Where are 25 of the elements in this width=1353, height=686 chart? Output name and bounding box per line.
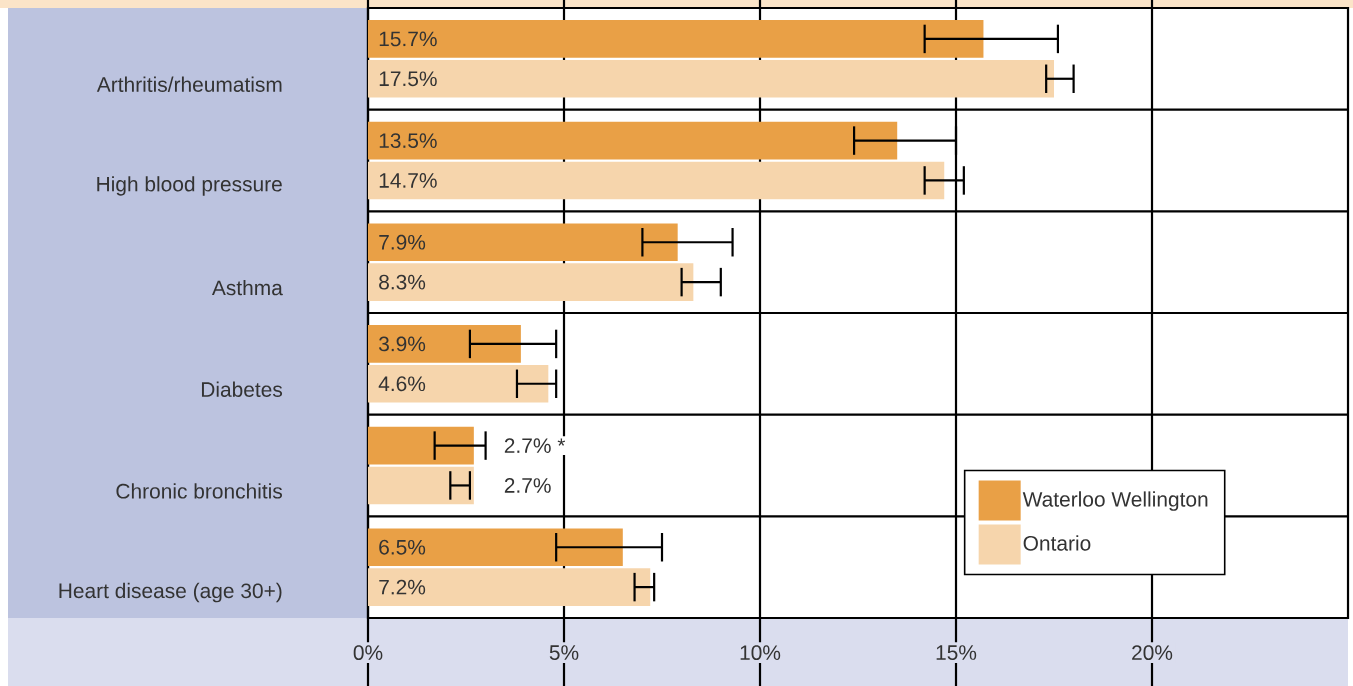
- data-label: 13.5%: [379, 133, 437, 148]
- legend-label: Waterloo Wellington: [1022, 491, 1208, 511]
- data-label: 15.7%: [379, 31, 437, 47]
- y-tick-label: Asthma: [211, 279, 283, 296]
- y-tick-label: High blood pressure: [97, 176, 282, 196]
- x-tick-label: 5%: [549, 645, 579, 660]
- data-label: 6.5%: [379, 539, 426, 555]
- data-label: 14.7%: [379, 173, 437, 188]
- x-tick-label: 10%: [740, 645, 781, 661]
- legend-label: Ontario: [1023, 535, 1091, 551]
- data-label: 2.7% *: [504, 438, 566, 453]
- x-tick-label: 15%: [936, 645, 977, 660]
- data-label: 17.5%: [379, 71, 437, 87]
- x-tick-label: 0%: [353, 645, 383, 661]
- y-tick-label: Heart disease (age 30+): [59, 582, 282, 603]
- data-label: 3.9%: [379, 336, 426, 352]
- data-label: 7.2%: [379, 579, 426, 595]
- data-label: 2.7%: [504, 478, 551, 493]
- y-tick-label: Diabetes: [201, 381, 283, 397]
- x-tick-label: 20%: [1132, 645, 1173, 661]
- y-tick-label: Chronic bronchitis: [116, 483, 283, 499]
- y-tick-label: Arthritis/rheumatism: [96, 76, 282, 92]
- data-label: 8.3%: [379, 274, 426, 290]
- data-label: 7.9%: [379, 234, 426, 250]
- data-label: 4.6%: [378, 376, 426, 392]
